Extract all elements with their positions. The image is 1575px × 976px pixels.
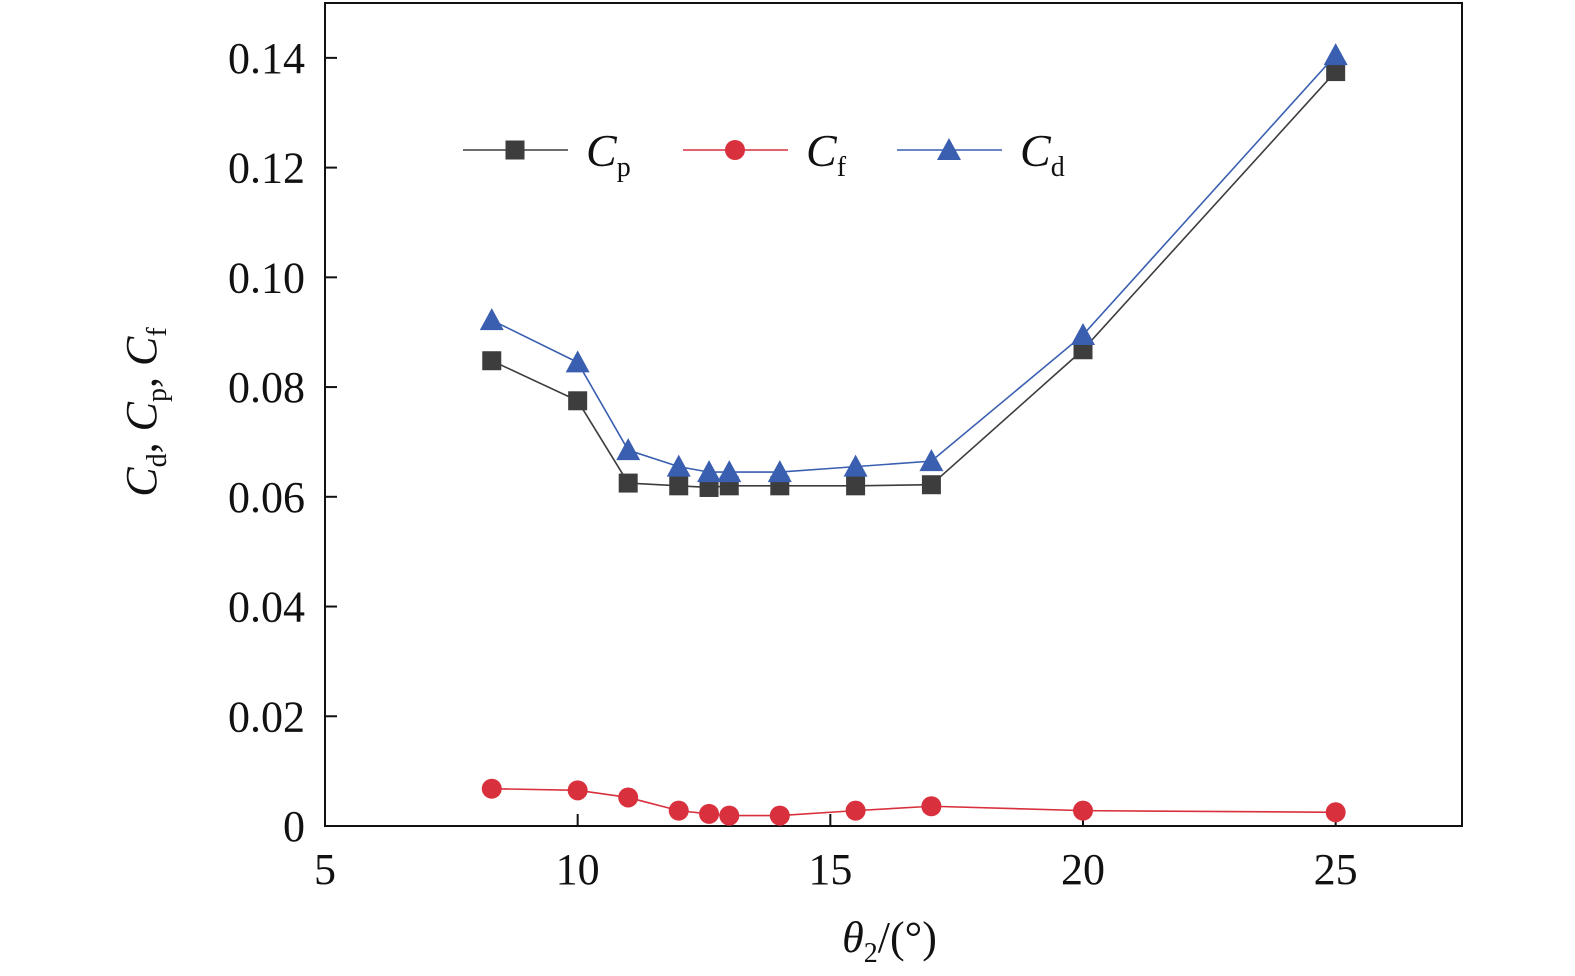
data-point-Cf bbox=[699, 803, 720, 824]
data-point-Cf bbox=[845, 800, 866, 821]
y-axis-title: Cd, Cp, Cf​ bbox=[117, 327, 173, 497]
series-Cf bbox=[481, 778, 1346, 826]
legend-label: Cp bbox=[586, 125, 631, 183]
x-tick-label: 10 bbox=[556, 845, 600, 894]
legend-item-Cd: Cd bbox=[897, 125, 1065, 183]
legend-marker bbox=[725, 140, 745, 160]
series-line-Cf bbox=[491, 787, 1336, 817]
x-tick-label: 25 bbox=[1314, 845, 1358, 894]
legend-label: Cd bbox=[1020, 125, 1065, 183]
data-point-Cf bbox=[719, 805, 740, 826]
axes: 5 10 15 20 25 0 0.02 0.04 0.06 0.08 0.10 0.12 0.14 bbox=[228, 2, 1463, 894]
data-point-Cd bbox=[1071, 322, 1095, 345]
data-point-Cp bbox=[846, 476, 866, 496]
y-tick-label: 0.04 bbox=[228, 583, 305, 632]
series-Cd bbox=[479, 43, 1348, 483]
data-point-Cf bbox=[1073, 800, 1093, 821]
y-tick-label: 0.12 bbox=[228, 144, 305, 193]
y-tick-label: 0.14 bbox=[228, 34, 305, 83]
data-point-Cd bbox=[919, 449, 944, 472]
legend: Cp Cf Cd bbox=[463, 125, 1065, 183]
data-point-Cf bbox=[921, 796, 942, 817]
data-point-Cp bbox=[669, 476, 689, 496]
data-point-Cf bbox=[567, 780, 588, 801]
y-tick-label: 0.08 bbox=[228, 363, 305, 412]
data-point-Cd bbox=[565, 350, 590, 373]
legend-marker bbox=[505, 140, 525, 160]
x-tick-label: 5 bbox=[314, 845, 336, 894]
data-point-Cp bbox=[618, 473, 638, 493]
legend-label: Cf bbox=[806, 125, 847, 183]
plot-series bbox=[479, 43, 1348, 826]
series-line-Cd bbox=[491, 54, 1337, 473]
x-tick-label: 15 bbox=[808, 845, 852, 894]
data-point-Cd bbox=[616, 438, 641, 461]
data-point-Cd bbox=[1323, 43, 1348, 66]
data-point-Cp bbox=[482, 351, 502, 371]
legend-item-Cf: Cf bbox=[683, 125, 847, 183]
data-point-Cf bbox=[1325, 802, 1346, 823]
data-point-Cd bbox=[479, 308, 504, 331]
legend-marker bbox=[937, 138, 961, 160]
y-tick-label: 0.06 bbox=[228, 473, 305, 522]
data-point-Cf bbox=[668, 800, 689, 821]
data-point-Cf bbox=[481, 778, 502, 799]
data-point-Cd bbox=[666, 454, 691, 477]
data-point-Cd bbox=[697, 460, 722, 483]
data-point-Cp bbox=[699, 477, 719, 497]
series-line-Cp bbox=[491, 71, 1337, 489]
data-point-Cf bbox=[769, 805, 790, 826]
data-point-Cd bbox=[843, 454, 868, 477]
y-tick-label: 0.02 bbox=[228, 692, 305, 741]
data-point-Cp bbox=[1073, 340, 1093, 360]
axis-titles: θ2/(°) Cd, Cp, Cf​ bbox=[117, 327, 937, 969]
x-tick-label: 20 bbox=[1061, 845, 1105, 894]
data-point-Cd bbox=[767, 460, 792, 483]
data-point-Cf bbox=[618, 787, 639, 808]
series-Cp bbox=[482, 62, 1346, 497]
data-point-Cp bbox=[568, 391, 588, 411]
data-point-Cp bbox=[921, 475, 941, 495]
plot-frame bbox=[324, 2, 1463, 827]
data-point-Cp bbox=[1326, 62, 1346, 82]
legend-item-Cp: Cp bbox=[463, 125, 631, 183]
data-point-Cd bbox=[717, 460, 742, 483]
y-tick-label: 0 bbox=[283, 802, 305, 851]
y-tick-label: 0.10 bbox=[228, 253, 305, 302]
x-axis-title: θ2/(°) bbox=[842, 913, 937, 969]
